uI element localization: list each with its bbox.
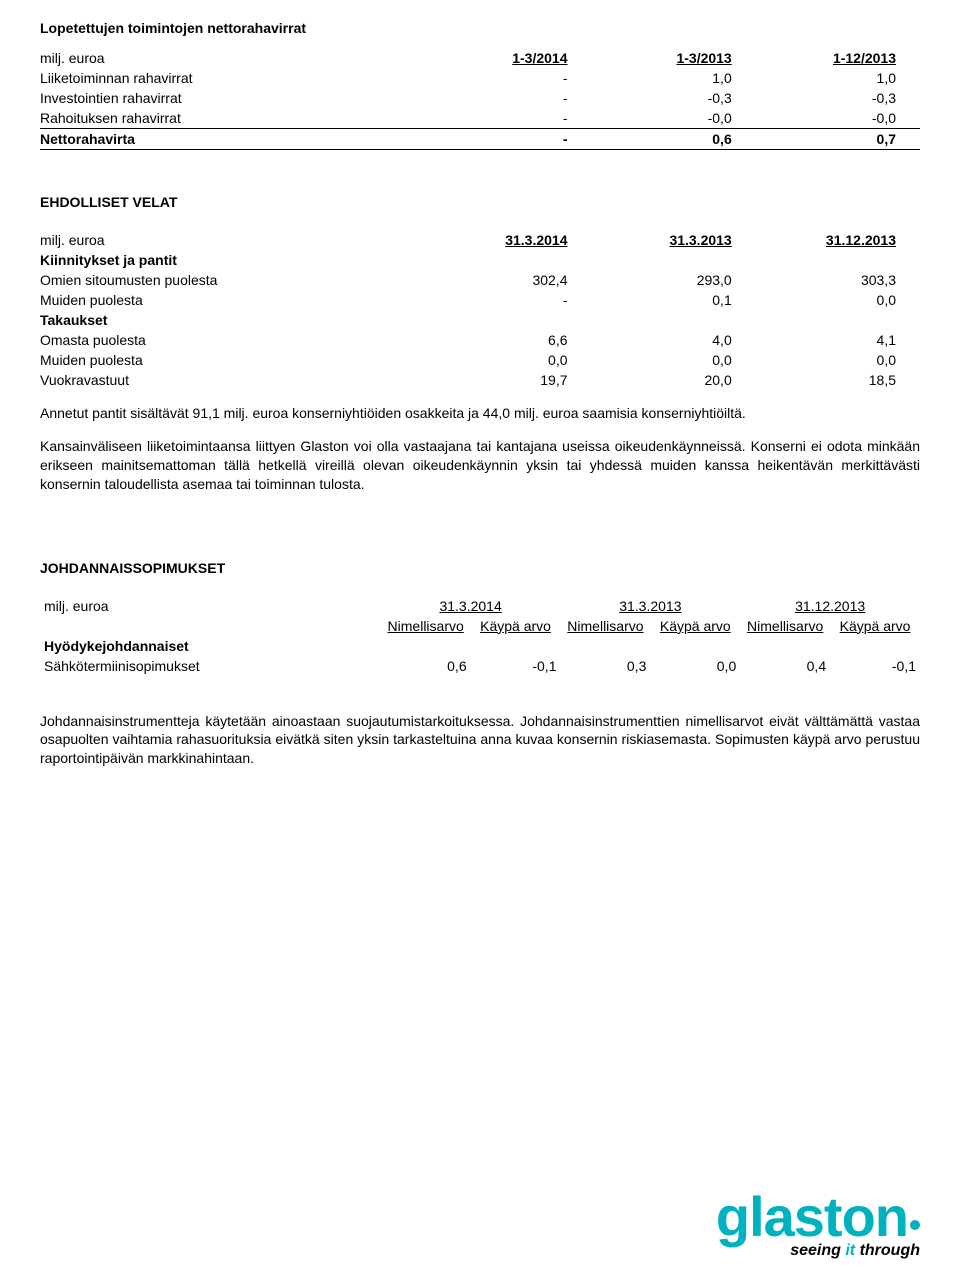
- table-cell: 0,0: [427, 350, 591, 370]
- table-cell: 0,0: [756, 350, 920, 370]
- contingent-title: EHDOLLISET VELAT: [40, 194, 920, 210]
- table-cell: 4,0: [592, 330, 756, 350]
- contingent-table: milj. euroa 31.3.2014 31.3.2013 31.12.20…: [40, 230, 920, 390]
- table-cell: 0,0: [650, 656, 740, 676]
- deriv-title: JOHDANNAISSOPIMUKSET: [40, 560, 920, 576]
- table-cell: 20,0: [592, 370, 756, 390]
- cashflow-hdr-0: 1-3/2014: [427, 48, 591, 68]
- deriv-date-2: 31.12.2013: [740, 596, 920, 616]
- table-cell: 19,7: [427, 370, 591, 390]
- table-cell: -: [427, 290, 591, 310]
- table-row-label: Investointien rahavirrat: [40, 88, 427, 108]
- table-cell: 1,0: [592, 68, 756, 88]
- cashflow-hdr-1: 1-3/2013: [592, 48, 756, 68]
- logo-dot-icon: [910, 1220, 920, 1230]
- table-cell: 0,1: [592, 290, 756, 310]
- deriv-sub-2: Nimellisarvo: [560, 616, 650, 636]
- contingent-hdr-2: 31.12.2013: [756, 230, 920, 250]
- table-cell: -0,0: [756, 108, 920, 129]
- cashflow-title: Lopetettujen toimintojen nettorahavirrat: [40, 20, 920, 36]
- table-cell: 0,6: [592, 129, 756, 150]
- table-row-label: Muiden puolesta: [40, 290, 427, 310]
- table-cell: 0,6: [381, 656, 471, 676]
- table-row-label: Liiketoiminnan rahavirrat: [40, 68, 427, 88]
- table-cell: -0,0: [592, 108, 756, 129]
- table-cell: 303,3: [756, 270, 920, 290]
- table-cell: 302,4: [427, 270, 591, 290]
- table-cell: 0,3: [560, 656, 650, 676]
- deriv-date-1: 31.3.2013: [560, 596, 740, 616]
- group-heading: Takaukset: [40, 310, 427, 330]
- group-heading: Kiinnitykset ja pantit: [40, 250, 427, 270]
- deriv-sub-0: Nimellisarvo: [381, 616, 471, 636]
- deriv-para: Johdannaisinstrumentteja käytetään ainoa…: [40, 712, 920, 769]
- table-cell: 293,0: [592, 270, 756, 290]
- table-cell: -0,3: [756, 88, 920, 108]
- table-cell: 0,0: [756, 290, 920, 310]
- table-row-label: Rahoituksen rahavirrat: [40, 108, 427, 129]
- deriv-unit: milj. euroa: [40, 596, 381, 616]
- table-cell: -0,3: [592, 88, 756, 108]
- table-cell: 0,0: [592, 350, 756, 370]
- table-row-label: Vuokravastuut: [40, 370, 427, 390]
- cashflow-hdr-2: 1-12/2013: [756, 48, 920, 68]
- table-cell: -: [427, 129, 591, 150]
- contingent-para2: Kansainväliseen liiketoimintaansa liitty…: [40, 437, 920, 494]
- cashflow-table: milj. euroa 1-3/2014 1-3/2013 1-12/2013 …: [40, 48, 920, 150]
- deriv-sub-1: Käypä arvo: [471, 616, 561, 636]
- deriv-sub-3: Käypä arvo: [650, 616, 740, 636]
- table-cell: 0,4: [740, 656, 830, 676]
- contingent-hdr-1: 31.3.2013: [592, 230, 756, 250]
- cashflow-unit: milj. euroa: [40, 48, 427, 68]
- table-cell: 1,0: [756, 68, 920, 88]
- table-cell: -: [427, 108, 591, 129]
- glaston-logo: glaston seeing it through: [716, 1192, 920, 1260]
- table-cell: 18,5: [756, 370, 920, 390]
- deriv-sub-5: Käypä arvo: [830, 616, 920, 636]
- deriv-sub-4: Nimellisarvo: [740, 616, 830, 636]
- contingent-unit: milj. euroa: [40, 230, 427, 250]
- logo-text: glaston: [716, 1185, 908, 1248]
- table-row-label: Omien sitoumusten puolesta: [40, 270, 427, 290]
- table-cell: -0,1: [830, 656, 920, 676]
- table-row-label: Omasta puolesta: [40, 330, 427, 350]
- deriv-table: milj. euroa 31.3.2014 31.3.2013 31.12.20…: [40, 596, 920, 676]
- table-cell: -: [427, 68, 591, 88]
- deriv-rowheading: Hyödykejohdannaiset: [40, 636, 381, 656]
- table-cell: -0,1: [471, 656, 561, 676]
- table-row-label: Sähkötermiinisopimukset: [40, 656, 381, 676]
- table-cell: -: [427, 88, 591, 108]
- contingent-hdr-0: 31.3.2014: [427, 230, 591, 250]
- table-cell: 0,7: [756, 129, 920, 150]
- contingent-para1: Annetut pantit sisältävät 91,1 milj. eur…: [40, 404, 920, 423]
- deriv-date-0: 31.3.2014: [381, 596, 561, 616]
- table-cell: 6,6: [427, 330, 591, 350]
- table-row-label: Muiden puolesta: [40, 350, 427, 370]
- table-row-label: Nettorahavirta: [40, 129, 427, 150]
- table-cell: 4,1: [756, 330, 920, 350]
